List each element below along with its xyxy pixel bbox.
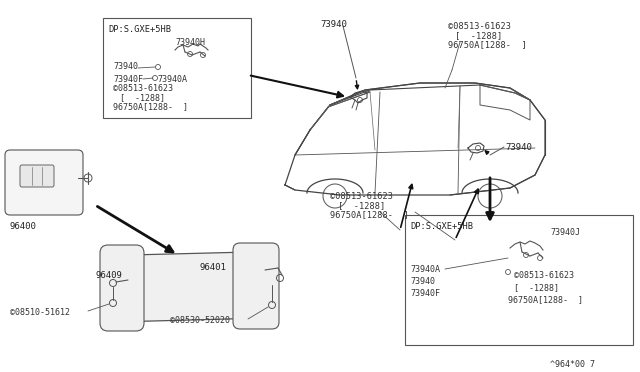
Text: ©08510-51612: ©08510-51612 (10, 308, 70, 317)
Text: ©08513-61623: ©08513-61623 (113, 84, 173, 93)
Bar (405, 215, 633, 345)
Text: 73940: 73940 (113, 62, 138, 71)
Text: 73940J: 73940J (550, 228, 580, 237)
Text: 73940F: 73940F (113, 75, 143, 84)
Text: [  -1288]: [ -1288] (514, 283, 559, 292)
Text: 73940: 73940 (410, 277, 435, 286)
Text: 96750A[1288-  ]: 96750A[1288- ] (448, 40, 527, 49)
Text: 73940A: 73940A (157, 75, 187, 84)
FancyBboxPatch shape (100, 245, 144, 331)
Text: DP:S.GXE+5HB: DP:S.GXE+5HB (410, 222, 473, 231)
Text: 73940H: 73940H (175, 38, 205, 47)
Text: 73940F: 73940F (410, 289, 440, 298)
Text: DP:S.GXE+5HB: DP:S.GXE+5HB (108, 25, 171, 34)
Text: 96401: 96401 (200, 263, 227, 272)
Text: ^964*00 7: ^964*00 7 (550, 360, 595, 369)
Bar (103, 18, 251, 118)
Polygon shape (115, 252, 265, 322)
Text: 73940: 73940 (320, 20, 347, 29)
Text: ©08513-61623: ©08513-61623 (514, 271, 574, 280)
Text: 96750A[1288-  ]: 96750A[1288- ] (113, 102, 188, 111)
Text: [  -1288]: [ -1288] (455, 31, 502, 40)
Text: [  -1288]: [ -1288] (120, 93, 165, 102)
Text: 73940: 73940 (505, 143, 532, 152)
FancyBboxPatch shape (5, 150, 83, 215)
Text: ©08513-61623: ©08513-61623 (448, 22, 511, 31)
Text: ©08530-52020: ©08530-52020 (170, 316, 230, 325)
Text: 96750A[1288-  ]: 96750A[1288- ] (508, 295, 583, 304)
Text: 96409: 96409 (95, 270, 122, 279)
Text: 96750A[1288-  ]: 96750A[1288- ] (330, 210, 409, 219)
Text: 73940A: 73940A (410, 265, 440, 274)
Text: 96400: 96400 (10, 222, 37, 231)
Text: ©08513-61623: ©08513-61623 (330, 192, 393, 201)
Text: [  -1288]: [ -1288] (338, 201, 385, 210)
FancyBboxPatch shape (233, 243, 279, 329)
FancyBboxPatch shape (20, 165, 54, 187)
